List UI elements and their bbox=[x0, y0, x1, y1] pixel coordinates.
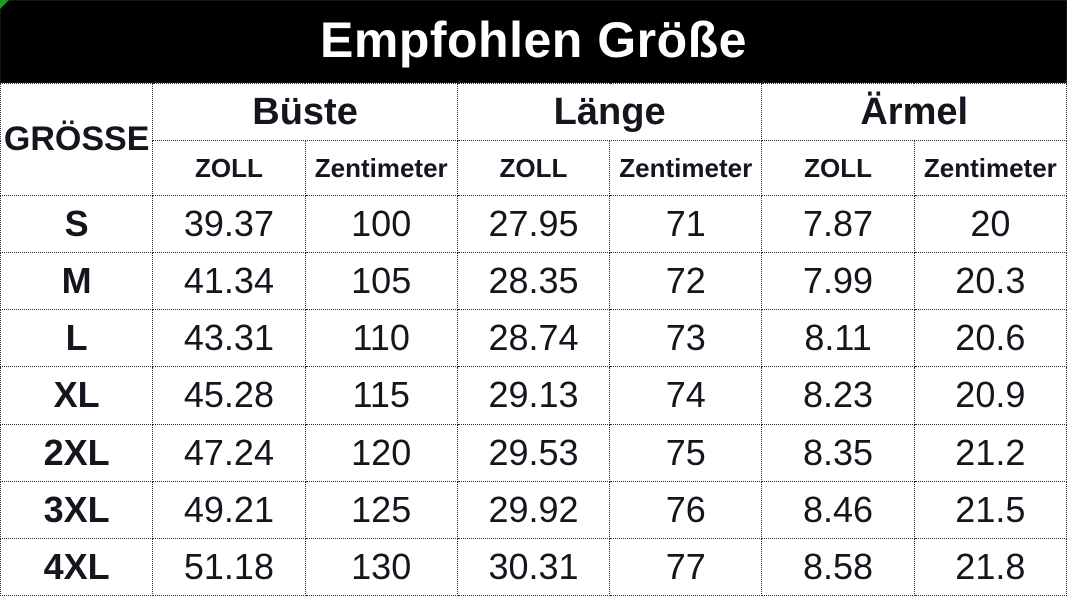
unit-header-bust-inch: ZOLL bbox=[152, 140, 306, 196]
value-cell: 49.21 bbox=[152, 480, 306, 539]
value-cell: 20.6 bbox=[913, 309, 1067, 368]
unit-header-length-inch: ZOLL bbox=[456, 140, 611, 196]
value-cell: 21.5 bbox=[913, 480, 1067, 539]
column-group-sleeve: Ärmel bbox=[761, 83, 1067, 141]
value-cell: 41.34 bbox=[152, 252, 306, 311]
size-cell: XL bbox=[0, 366, 154, 425]
size-cell: 4XL bbox=[0, 537, 154, 596]
value-cell: 130 bbox=[304, 537, 458, 596]
value-cell: 77 bbox=[609, 537, 763, 596]
table-unit-header-row: ZOLL Zentimeter ZOLL Zentimeter ZOLL Zen… bbox=[1, 140, 1067, 196]
value-cell: 20 bbox=[913, 194, 1067, 254]
size-table: GRÖSSE Büste Länge Ärmel ZOLL Zentimeter… bbox=[0, 83, 1067, 596]
size-cell: 3XL bbox=[0, 480, 154, 539]
table-row: XL 45.28 115 29.13 74 8.23 20.9 bbox=[0, 366, 1067, 425]
value-cell: 105 bbox=[304, 252, 458, 311]
table-row: 4XL 51.18 130 30.31 77 8.58 21.8 bbox=[0, 537, 1067, 596]
size-cell: L bbox=[0, 309, 154, 368]
value-cell: 71 bbox=[609, 194, 763, 254]
value-cell: 73 bbox=[609, 309, 763, 368]
value-cell: 29.53 bbox=[456, 423, 611, 482]
value-cell: 29.13 bbox=[456, 366, 611, 425]
table-row: M 41.34 105 28.35 72 7.99 20.3 bbox=[0, 252, 1067, 311]
unit-header-length-cm: Zentimeter bbox=[609, 140, 763, 196]
value-cell: 125 bbox=[304, 480, 458, 539]
value-cell: 115 bbox=[304, 366, 458, 425]
table-row: 2XL 47.24 120 29.53 75 8.35 21.2 bbox=[0, 423, 1067, 482]
value-cell: 21.2 bbox=[913, 423, 1067, 482]
value-cell: 74 bbox=[609, 366, 763, 425]
value-cell: 7.99 bbox=[761, 252, 915, 311]
unit-header-sleeve-cm: Zentimeter bbox=[913, 140, 1067, 196]
value-cell: 27.95 bbox=[456, 194, 611, 254]
value-cell: 30.31 bbox=[456, 537, 611, 596]
value-cell: 39.37 bbox=[152, 194, 306, 254]
value-cell: 110 bbox=[304, 309, 458, 368]
page-title: Empfohlen Größe bbox=[320, 11, 747, 68]
value-cell: 8.23 bbox=[761, 366, 915, 425]
value-cell: 29.92 bbox=[456, 480, 611, 539]
value-cell: 8.11 bbox=[761, 309, 915, 368]
value-cell: 8.46 bbox=[761, 480, 915, 539]
value-cell: 100 bbox=[304, 194, 458, 254]
size-cell: M bbox=[0, 252, 154, 311]
value-cell: 20.3 bbox=[913, 252, 1067, 311]
unit-header-sleeve-inch: ZOLL bbox=[761, 140, 915, 196]
value-cell: 8.35 bbox=[761, 423, 915, 482]
value-cell: 21.8 bbox=[913, 537, 1067, 596]
title-banner: Empfohlen Größe bbox=[0, 0, 1067, 83]
table-group-header-row: GRÖSSE Büste Länge Ärmel bbox=[0, 83, 1067, 196]
size-cell: 2XL bbox=[0, 423, 154, 482]
value-cell: 8.58 bbox=[761, 537, 915, 596]
value-cell: 28.35 bbox=[456, 252, 611, 311]
value-cell: 75 bbox=[609, 423, 763, 482]
column-header-size: GRÖSSE bbox=[0, 83, 154, 196]
column-group-bust: Büste bbox=[152, 83, 458, 141]
table-row: 3XL 49.21 125 29.92 76 8.46 21.5 bbox=[0, 480, 1067, 539]
value-cell: 51.18 bbox=[152, 537, 306, 596]
value-cell: 47.24 bbox=[152, 423, 306, 482]
value-cell: 45.28 bbox=[152, 366, 306, 425]
value-cell: 120 bbox=[304, 423, 458, 482]
unit-header-bust-cm: Zentimeter bbox=[304, 140, 458, 196]
size-cell: S bbox=[0, 194, 154, 254]
value-cell: 7.87 bbox=[761, 194, 915, 254]
value-cell: 28.74 bbox=[456, 309, 611, 368]
table-row: S 39.37 100 27.95 71 7.87 20 bbox=[0, 194, 1067, 254]
excel-corner-marker-icon bbox=[0, 0, 9, 9]
value-cell: 43.31 bbox=[152, 309, 306, 368]
value-cell: 20.9 bbox=[913, 366, 1067, 425]
table-row: L 43.31 110 28.74 73 8.11 20.6 bbox=[0, 309, 1067, 368]
value-cell: 72 bbox=[609, 252, 763, 311]
value-cell: 76 bbox=[609, 480, 763, 539]
column-group-length: Länge bbox=[456, 83, 763, 141]
